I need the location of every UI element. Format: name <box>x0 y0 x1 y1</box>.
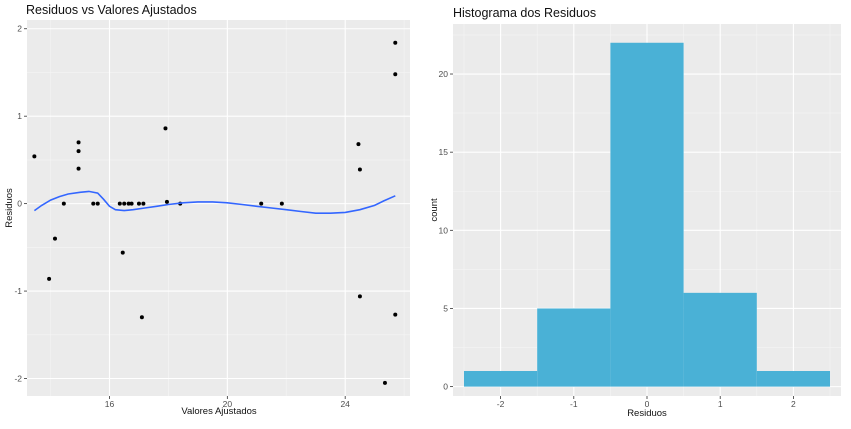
data-point <box>76 140 81 145</box>
data-point <box>61 201 66 206</box>
x-tick-label: 0 <box>645 399 650 409</box>
histogram-panel: Histograma dos Residuos -2 -1 0 1 205101520 … <box>429 6 841 419</box>
data-point <box>279 201 284 206</box>
y-tick-label: 2 <box>17 24 22 34</box>
data-point <box>141 201 146 206</box>
x-tick-label: 24 <box>340 399 350 409</box>
x-tick-label: -1 <box>570 399 578 409</box>
histogram-title: Histograma dos Residuos <box>453 6 596 20</box>
y-tick-label: 10 <box>439 225 449 235</box>
data-point <box>117 201 122 206</box>
data-point <box>91 201 96 206</box>
scatter-x-axis-label: Valores Ajustados <box>181 406 257 417</box>
data-point <box>32 154 37 159</box>
data-point <box>122 201 127 206</box>
smooth-trend-line <box>33 190 396 214</box>
y-tick-label: -1 <box>14 286 22 296</box>
histogram-x-axis-label: Residuos <box>627 408 667 419</box>
data-point <box>129 201 134 206</box>
data-point <box>120 250 125 255</box>
y-tick-label: 1 <box>17 111 22 121</box>
x-tick-label: -2 <box>497 399 505 409</box>
data-point <box>139 315 144 320</box>
data-point <box>357 294 362 299</box>
histogram-marks <box>463 42 831 387</box>
data-point <box>356 142 361 147</box>
x-tick-label: 20 <box>223 399 233 409</box>
scatter-y-axis-label: Residuos <box>4 188 15 228</box>
data-point <box>393 72 398 77</box>
data-point <box>76 166 81 171</box>
histogram-bar <box>537 308 611 387</box>
histogram-bar <box>463 370 538 387</box>
scatter-marks <box>32 40 398 385</box>
y-tick-label: 20 <box>439 69 449 79</box>
data-point <box>393 40 398 45</box>
histogram-bar <box>610 42 684 387</box>
scatter-title: Residuos vs Valores Ajustados <box>26 3 197 17</box>
data-point <box>52 236 57 241</box>
data-point <box>163 126 168 131</box>
data-point <box>382 380 387 385</box>
scatter-tick-labels: 16 20 24 -2 -1 0 1 2 <box>14 24 350 409</box>
x-tick-label: 1 <box>718 399 723 409</box>
data-point <box>76 149 81 154</box>
data-point <box>259 201 264 206</box>
data-point <box>136 201 141 206</box>
y-tick-label: -2 <box>14 374 22 384</box>
data-point <box>126 201 131 206</box>
scatter-plot-background <box>27 20 410 396</box>
data-point <box>357 167 362 172</box>
histogram-y-axis-label: count <box>429 198 440 222</box>
x-tick-label: 2 <box>791 399 796 409</box>
y-tick-label: 0 <box>443 382 448 392</box>
histogram-bar <box>756 370 831 387</box>
data-point <box>95 201 100 206</box>
y-tick-label: 15 <box>439 147 449 157</box>
x-tick-label: 16 <box>105 399 115 409</box>
y-tick-label: 0 <box>17 199 22 209</box>
data-point <box>47 276 52 281</box>
y-tick-label: 5 <box>443 303 448 313</box>
residuals-vs-fitted-panel: Residuos vs Valores Ajustados 16 20 24-2-1… <box>4 3 410 417</box>
data-point <box>393 312 398 317</box>
histogram-bar <box>683 292 757 387</box>
data-point <box>164 199 169 204</box>
scatter-gridlines <box>27 20 410 396</box>
